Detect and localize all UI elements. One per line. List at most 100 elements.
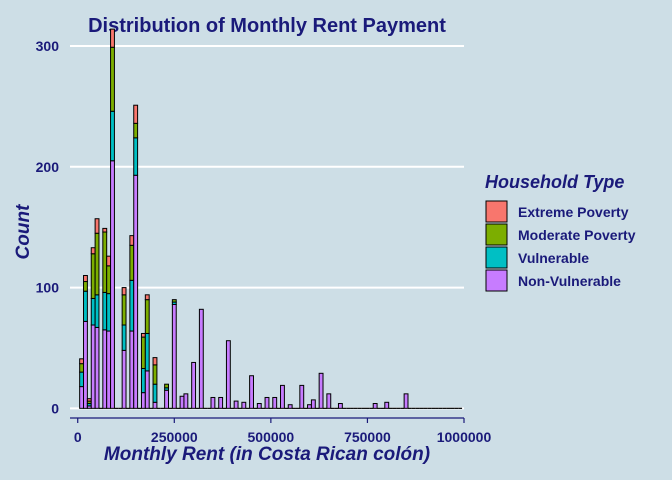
- legend-key-vulnerable: [485, 246, 508, 269]
- bar-segment-moderate-poverty: [140, 336, 146, 369]
- bar-segment-extreme-poverty: [140, 332, 146, 338]
- bar-segment-non-vulnerable: [191, 361, 197, 409]
- gridlines: [70, 45, 464, 410]
- bar-segment-non-vulnerable: [287, 404, 293, 409]
- legend-key-non-vulnerable: [485, 269, 508, 292]
- bar-segment-non-vulnerable: [179, 395, 185, 409]
- bar-segment-extreme-poverty: [94, 218, 100, 234]
- bar-segment-extreme-poverty: [102, 227, 108, 233]
- y-tick-label: 300: [36, 38, 60, 54]
- bar-segment-extreme-poverty: [79, 358, 85, 365]
- x-tick-label: 0: [74, 429, 82, 445]
- bar-segment-moderate-poverty: [121, 294, 127, 326]
- legend-title: Household Type: [485, 172, 624, 192]
- bar-segment-non-vulnerable: [94, 326, 100, 409]
- bar-segment-non-vulnerable: [233, 400, 239, 409]
- bar-segment-moderate-poverty: [94, 232, 100, 296]
- legend-label: Non-Vulnerable: [518, 273, 621, 289]
- bar-segment-non-vulnerable: [307, 404, 312, 409]
- bar-segment-non-vulnerable: [256, 403, 262, 409]
- bar-segment-vulnerable: [129, 279, 135, 332]
- bar-segment-moderate-poverty: [79, 363, 85, 373]
- bar-segment-vulnerable: [121, 324, 127, 351]
- bar-segment-non-vulnerable: [83, 320, 88, 409]
- bar-segment-non-vulnerable: [164, 389, 169, 409]
- bar-segment-non-vulnerable: [183, 393, 189, 409]
- bar-segment-vulnerable: [94, 294, 100, 328]
- bar-segment-extreme-poverty: [106, 255, 112, 267]
- bar-segment-vulnerable: [144, 332, 150, 372]
- bar-segment-extreme-poverty: [110, 28, 115, 48]
- x-axis-ticks: 0 250000 500000 750000 1000000: [74, 418, 492, 445]
- x-tick-label: 1000000: [437, 429, 492, 445]
- bar-segment-non-vulnerable: [133, 174, 139, 409]
- legend-label: Moderate Poverty: [518, 227, 636, 243]
- legend-label: Vulnerable: [518, 250, 589, 266]
- bar-segment-non-vulnerable: [90, 324, 96, 409]
- bar-segment-non-vulnerable: [241, 401, 247, 409]
- bars: [79, 28, 463, 409]
- bar-segment-non-vulnerable: [225, 340, 231, 409]
- bar-segment-moderate-poverty: [171, 299, 177, 303]
- bar-segment-moderate-poverty: [144, 299, 150, 334]
- bar-segment-vulnerable: [79, 371, 85, 388]
- bar-segment-moderate-poverty: [90, 253, 96, 299]
- x-tick-label: 750000: [344, 429, 391, 445]
- bar-segment-non-vulnerable: [210, 396, 216, 409]
- bar-segment-moderate-poverty: [133, 122, 139, 139]
- bar-segment-vulnerable: [83, 290, 88, 322]
- x-axis-title: Monthly Rent (in Costa Rican colón): [104, 444, 430, 465]
- bar-segment-non-vulnerable: [372, 403, 378, 409]
- bar-segment-vulnerable: [110, 110, 115, 162]
- bar-segment-vulnerable: [152, 383, 158, 403]
- legend-label: Extreme Poverty: [518, 204, 629, 220]
- bar-segment-vulnerable: [140, 367, 146, 394]
- bar-segment-non-vulnerable: [337, 403, 343, 409]
- bar-segment-vulnerable: [90, 297, 96, 326]
- bar-segment-non-vulnerable: [310, 399, 316, 409]
- bar-segment-non-vulnerable: [79, 386, 85, 409]
- bar-segment-moderate-poverty: [164, 383, 169, 389]
- legend-key-extreme-poverty: [485, 200, 508, 223]
- bar-segment-non-vulnerable: [140, 392, 146, 409]
- bar-segment-non-vulnerable: [249, 375, 254, 409]
- bar-segment-extreme-poverty: [86, 398, 92, 402]
- legend-key-moderate-poverty: [485, 223, 508, 246]
- bar-segment-non-vulnerable: [403, 393, 409, 409]
- bar-segment-extreme-poverty: [121, 287, 127, 296]
- bar-segment-extreme-poverty: [90, 247, 96, 255]
- bar-segment-non-vulnerable: [110, 160, 115, 409]
- bar-segment-moderate-poverty: [102, 231, 108, 293]
- bar-segment-non-vulnerable: [264, 396, 270, 409]
- bar-segment-moderate-poverty: [129, 244, 135, 281]
- bar-segment-moderate-poverty: [152, 364, 158, 385]
- bar-segment-non-vulnerable: [106, 330, 112, 409]
- bar-segment-extreme-poverty: [144, 294, 150, 301]
- bar-segment-non-vulnerable: [102, 329, 108, 409]
- bar-segment-extreme-poverty: [83, 274, 88, 283]
- y-axis-title: Count: [13, 204, 34, 260]
- bar-segment-vulnerable: [133, 137, 139, 176]
- bar-segment-vulnerable: [102, 291, 108, 331]
- y-tick-label: 100: [36, 280, 60, 296]
- bar-segment-non-vulnerable: [299, 384, 305, 409]
- bar-segment-non-vulnerable: [129, 330, 135, 409]
- bar-segment-vulnerable: [106, 293, 112, 332]
- bar-segment-non-vulnerable: [171, 303, 177, 409]
- bar-segment-moderate-poverty: [110, 46, 115, 112]
- y-axis-ticks: 0 100 200 300: [36, 38, 60, 416]
- bar-segment-extreme-poverty: [129, 235, 135, 246]
- legend: Household Type Extreme Poverty Moderate P…: [485, 172, 636, 292]
- bar-segment-non-vulnerable: [318, 372, 324, 409]
- bar-segment-non-vulnerable: [121, 349, 127, 409]
- chart-title: Distribution of Monthly Rent Payment: [88, 15, 446, 37]
- bar-segment-extreme-poverty: [133, 104, 139, 124]
- y-tick-label: 0: [51, 400, 59, 416]
- bar-segment-non-vulnerable: [326, 393, 332, 409]
- bar-segment-non-vulnerable: [280, 384, 285, 409]
- bar-segment-moderate-poverty: [83, 281, 88, 292]
- x-tick-label: 500000: [248, 429, 295, 445]
- bar-segment-extreme-poverty: [152, 357, 158, 366]
- bar-segment-non-vulnerable: [152, 401, 158, 409]
